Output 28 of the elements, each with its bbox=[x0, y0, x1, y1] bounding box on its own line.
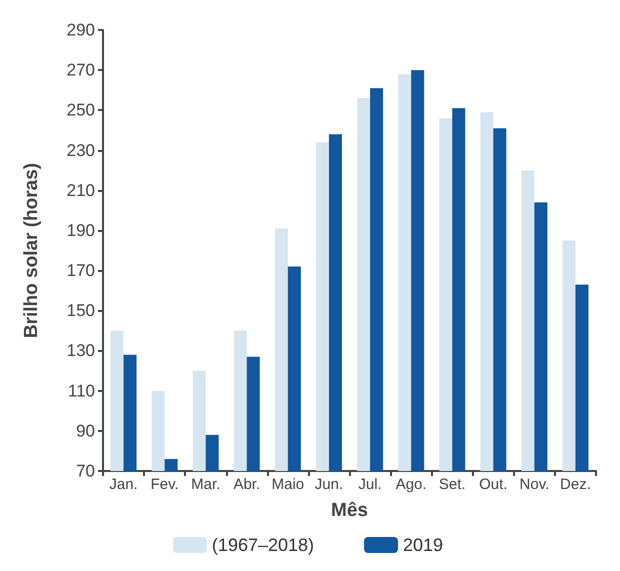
x-tick-label: Maio bbox=[272, 476, 304, 493]
x-tick-label: Dez. bbox=[560, 476, 591, 493]
x-tick-label: Set. bbox=[438, 476, 466, 493]
x-tick-label: Jun. bbox=[314, 476, 344, 493]
y-tick-label: 150 bbox=[66, 301, 95, 320]
x-tick-label: Fev. bbox=[150, 476, 179, 493]
y-axis-title: Brilho solar (horas) bbox=[21, 162, 42, 338]
y-tick-label: 290 bbox=[66, 20, 95, 40]
x-tick-label: Mar. bbox=[191, 476, 220, 493]
y-tick-label: 110 bbox=[68, 381, 95, 400]
x-tick-label: Ago. bbox=[396, 476, 427, 493]
x-tick-label: Nov. bbox=[520, 476, 550, 493]
y-tick-label: 190 bbox=[66, 220, 95, 240]
y-tick-label: 170 bbox=[66, 261, 95, 280]
y-tick-label: 250 bbox=[66, 100, 95, 120]
y-tick-label: 230 bbox=[66, 140, 95, 160]
y-tick-label: 270 bbox=[66, 60, 95, 80]
y-tick-label: 130 bbox=[66, 341, 95, 360]
x-tick-label: Abr. bbox=[233, 476, 260, 493]
legend-label: 2019 bbox=[403, 535, 444, 555]
y-tick-label: 70 bbox=[76, 462, 95, 480]
y-tick-label: 90 bbox=[76, 421, 95, 440]
y-tick-label: 210 bbox=[66, 180, 95, 200]
x-tick-label: Out. bbox=[479, 476, 508, 493]
x-tick-label: Jul. bbox=[358, 476, 382, 493]
x-axis-title: Mês bbox=[331, 500, 368, 521]
legend-label: (1967–2018) bbox=[212, 535, 314, 555]
x-tick-label: Jan. bbox=[109, 476, 138, 493]
